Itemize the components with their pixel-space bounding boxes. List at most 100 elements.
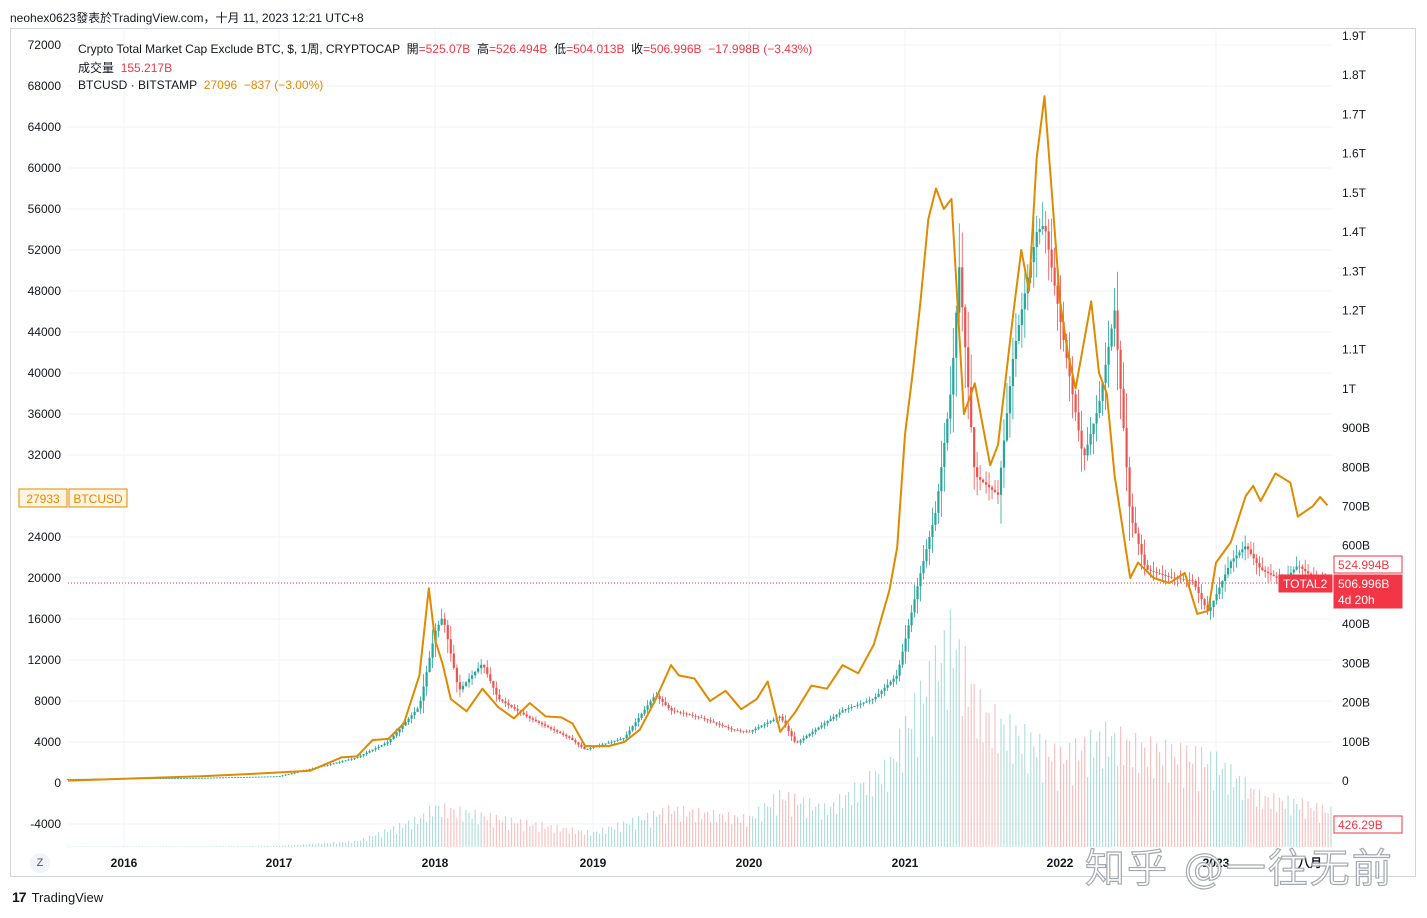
right-tick-label: 0 xyxy=(1342,774,1349,788)
total2-series-badge: TOTAL2 xyxy=(1283,577,1328,591)
volume-bar xyxy=(620,831,622,847)
total2-candle xyxy=(559,731,562,734)
total2-candle xyxy=(1191,580,1194,582)
total2-candle xyxy=(483,664,486,668)
volume-bar xyxy=(1051,761,1053,847)
volume-bar xyxy=(453,809,455,847)
total2-candle xyxy=(658,695,661,699)
volume-bar xyxy=(144,846,147,848)
total2-candle xyxy=(177,778,180,779)
right-tick-label: 700B xyxy=(1342,500,1370,514)
total2-candle xyxy=(571,737,574,741)
volume-bar xyxy=(851,805,853,847)
volume-bar xyxy=(1177,764,1179,847)
volume-bar xyxy=(647,812,649,847)
total2-candle xyxy=(772,719,775,722)
volume-bar xyxy=(791,816,793,847)
zhihu-watermark: 知乎 @一往无前 xyxy=(1084,845,1394,892)
total2-candle xyxy=(437,624,440,631)
total2-candle xyxy=(221,777,225,779)
volume-bar xyxy=(1313,810,1315,847)
volume-bar xyxy=(611,827,613,847)
volume-bar xyxy=(1324,812,1326,847)
right-tick-label: 1.2T xyxy=(1342,303,1367,317)
total2-candle xyxy=(1122,388,1125,429)
volume-bar xyxy=(110,846,112,847)
volume-bar xyxy=(1310,807,1312,847)
volume-bar xyxy=(541,822,543,847)
volume-bar xyxy=(997,753,999,847)
total2-candle xyxy=(165,778,168,779)
total2-candle xyxy=(964,307,967,348)
volume-bar xyxy=(1316,802,1318,847)
right-tick-label: 1.6T xyxy=(1342,147,1367,161)
total2-candle xyxy=(811,731,814,734)
total2-candle xyxy=(838,712,841,715)
volume-bar xyxy=(910,728,913,847)
volume-bar xyxy=(390,829,392,847)
volume-bar xyxy=(115,846,118,848)
volume-bar xyxy=(1030,732,1032,847)
chart-frame[interactable] xyxy=(10,28,1416,877)
volume-bar xyxy=(976,738,978,847)
total2-candle xyxy=(398,728,401,733)
right-tick-label: 200B xyxy=(1342,696,1370,710)
volume-bar xyxy=(86,846,88,847)
volume-bar xyxy=(342,842,344,847)
total2-candle xyxy=(516,708,519,711)
volume-bar xyxy=(568,833,570,847)
total2-candle xyxy=(335,762,338,764)
total2-candle xyxy=(913,599,916,613)
total2-candle xyxy=(829,718,832,722)
volume-bar xyxy=(102,846,104,848)
total2-candle xyxy=(413,711,416,716)
total2-candle xyxy=(477,668,480,672)
total2-candle xyxy=(1002,440,1006,468)
volume-bar xyxy=(662,808,664,847)
total2-countdown-badge-box xyxy=(1333,591,1403,609)
total2-candle xyxy=(431,643,434,658)
total2-candle xyxy=(1107,346,1110,365)
volume-bar xyxy=(1253,789,1255,847)
volume-bar xyxy=(249,846,251,847)
total2-candle xyxy=(742,730,745,732)
total2-candle xyxy=(266,776,269,778)
total2-candle xyxy=(1044,226,1047,232)
volume-bar xyxy=(893,758,895,847)
volume-bar xyxy=(339,841,341,847)
right-tick-label: 1.1T xyxy=(1342,343,1367,357)
volume-bar xyxy=(186,846,188,847)
volume-bar xyxy=(800,803,802,847)
volume-bar xyxy=(303,843,305,847)
total2-candle xyxy=(174,778,177,779)
left-tick-label: 60000 xyxy=(28,161,62,175)
total2-candle xyxy=(1128,467,1131,507)
volume-bar xyxy=(526,819,528,847)
total2-candle xyxy=(1232,558,1235,562)
total2-candle xyxy=(401,725,404,729)
total2-candle xyxy=(883,687,886,691)
total2-candle xyxy=(1143,554,1146,566)
total2-candle xyxy=(1249,549,1252,554)
volume-bar xyxy=(577,830,580,847)
volume-bar xyxy=(1281,800,1283,847)
volume-bar xyxy=(1081,750,1083,847)
total2-candle xyxy=(1206,605,1209,612)
volume-bar xyxy=(97,846,99,848)
volume-bar xyxy=(252,845,254,847)
total2-candle xyxy=(284,774,287,776)
left-tick-label: 40000 xyxy=(28,366,62,380)
volume-bar xyxy=(925,696,928,847)
volume-bar xyxy=(812,810,814,847)
z-button[interactable]: Z xyxy=(30,853,50,873)
volume-bar xyxy=(1224,762,1226,847)
total2-candle xyxy=(489,674,492,682)
total2-candle xyxy=(416,708,419,712)
total2-candle xyxy=(209,777,213,779)
volume-bar xyxy=(520,819,522,847)
volume-bar xyxy=(1233,787,1235,847)
volume-bar xyxy=(70,846,72,848)
volume-bar xyxy=(330,843,332,847)
volume-bar xyxy=(231,846,233,847)
